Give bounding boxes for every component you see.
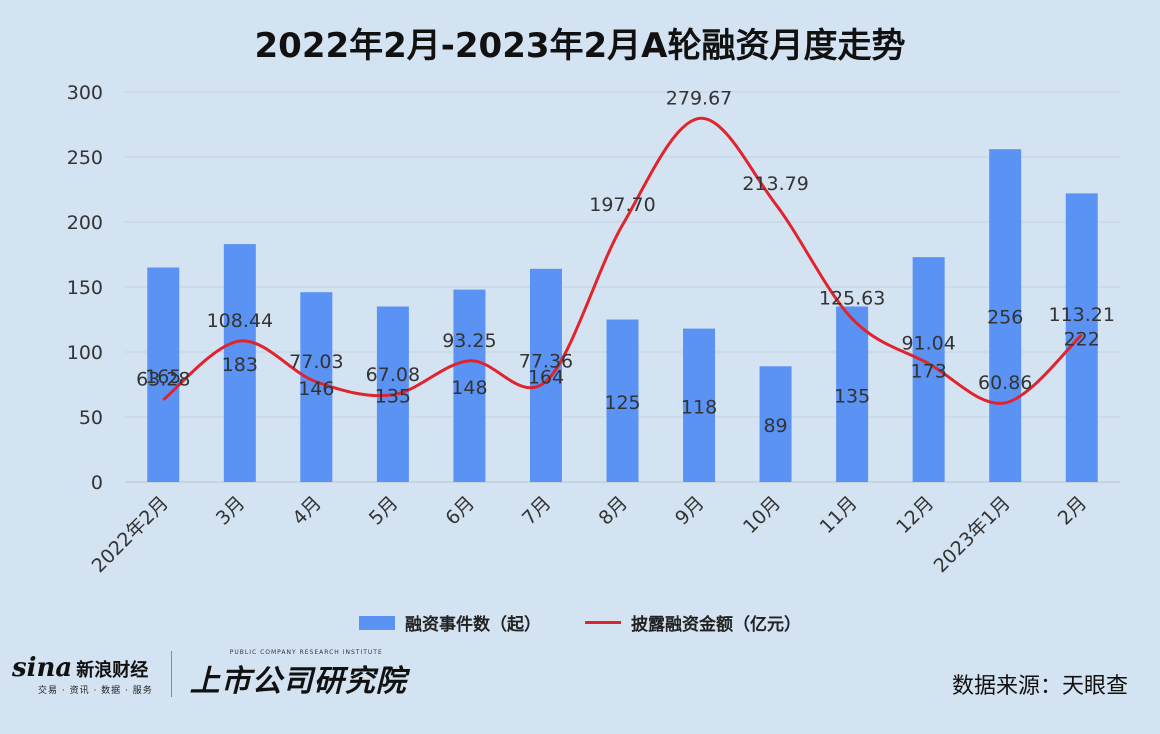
bar — [300, 292, 333, 482]
data-source: 数据来源：天眼查 — [951, 674, 1128, 699]
research-institute-cn: 上市公司研究院 — [189, 663, 407, 699]
bar — [453, 289, 486, 482]
x-tick-label: 7月 — [518, 492, 556, 530]
legend: 融资事件数（起） 披露融资金额（亿元） — [0, 610, 1160, 635]
x-tick-label: 11月 — [816, 492, 862, 538]
bar — [683, 328, 716, 482]
research-institute-en: PUBLIC COMPANY RESEARCH INSTITUTE — [229, 648, 383, 656]
bar-value-label: 183 — [222, 354, 258, 376]
legend-item-bars: 融资事件数（起） — [359, 610, 541, 635]
y-tick-label: 50 — [79, 407, 103, 429]
x-tick-label: 6月 — [441, 492, 479, 530]
x-tick-label: 3月 — [212, 492, 250, 530]
x-tick-label: 2022年2月 — [88, 492, 173, 577]
x-tick-label: 4月 — [288, 492, 326, 530]
bar-value-label: 165 — [145, 366, 181, 388]
y-tick-label: 200 — [67, 212, 103, 234]
bar-value-label: 89 — [763, 415, 787, 437]
x-tick-label: 8月 — [594, 492, 632, 530]
bar — [836, 306, 869, 482]
line-value-label: 60.86 — [978, 372, 1032, 394]
bar-value-label: 135 — [834, 385, 870, 407]
sina-brand-name: 新浪财经 — [76, 659, 149, 681]
bar-value-label: 146 — [298, 378, 334, 400]
sina-finance-logo: sina 新浪财经 交易 · 资讯 · 数据 · 服务 — [12, 653, 153, 696]
bar-value-label: 148 — [451, 377, 487, 399]
bar — [147, 267, 180, 482]
x-tick-label: 10月 — [739, 492, 785, 538]
x-tick-label: 2月 — [1054, 492, 1092, 530]
line-value-label: 67.08 — [366, 364, 420, 386]
y-tick-label: 250 — [67, 147, 103, 169]
line-value-label: 113.21 — [1048, 304, 1114, 326]
y-tick-label: 100 — [67, 342, 103, 364]
line-series — [162, 116, 1083, 405]
bar-value-label: 125 — [604, 392, 640, 414]
sina-wordmark: sina — [12, 652, 73, 683]
y-tick-label: 0 — [91, 472, 103, 494]
x-tick-label: 9月 — [671, 492, 709, 530]
x-tick-label: 2023年1月 — [930, 492, 1015, 577]
x-tick-label: 12月 — [892, 492, 938, 538]
line-value-label: 197.70 — [589, 194, 655, 216]
bar — [529, 268, 562, 482]
sina-tagline: 交易 · 资讯 · 数据 · 服务 — [38, 685, 153, 696]
line-path — [162, 116, 1083, 405]
line-value-label: 213.79 — [742, 173, 808, 195]
legend-item-line: 披露融资金额（亿元） — [585, 610, 801, 635]
bar-value-label: 135 — [375, 385, 411, 407]
logo-divider — [170, 651, 172, 697]
research-institute-logo: PUBLIC COMPANY RESEARCH INSTITUTE 上市公司研究… — [190, 649, 407, 700]
chart-title: 2022年2月-2023年2月A轮融资月度走势 — [254, 26, 906, 66]
y-tick-label: 300 — [67, 82, 103, 104]
bar — [989, 149, 1022, 482]
line-value-label: 63.28 — [136, 369, 190, 391]
x-tick-label: 5月 — [365, 492, 403, 530]
footer-logos: sina 新浪财经 交易 · 资讯 · 数据 · 服务 PUBLIC COMPA… — [12, 649, 407, 700]
line-value-label: 77.36 — [519, 350, 573, 372]
legend-label-bars: 融资事件数（起） — [405, 615, 541, 635]
bar — [759, 366, 792, 482]
data-labels: 165 183 146 135 148 164 125 118 89 135 173 256 222 63… — [136, 87, 1115, 437]
bar-value-label: 256 — [987, 307, 1023, 329]
line-value-label: 108.44 — [207, 310, 273, 332]
legend-label-line: 披露融资金额（亿元） — [631, 615, 801, 635]
bar-value-label: 118 — [681, 396, 717, 418]
bar — [1065, 193, 1098, 482]
bar — [606, 319, 639, 482]
y-axis: 0 50 100 150 200 250 300 — [67, 82, 103, 494]
bar-series — [147, 149, 1098, 482]
legend-swatch-line — [585, 621, 621, 624]
bar-value-label: 164 — [528, 366, 564, 388]
line-value-label: 93.25 — [442, 330, 496, 352]
line-value-label: 91.04 — [901, 333, 955, 355]
bar-value-label: 222 — [1064, 329, 1100, 351]
y-tick-label: 150 — [67, 277, 103, 299]
bar — [223, 244, 256, 482]
line-value-label: 77.03 — [289, 351, 343, 373]
legend-swatch-bar — [359, 615, 395, 630]
bar-value-label: 173 — [911, 361, 947, 383]
line-value-label: 125.63 — [819, 288, 885, 310]
line-value-label: 279.67 — [666, 87, 732, 109]
